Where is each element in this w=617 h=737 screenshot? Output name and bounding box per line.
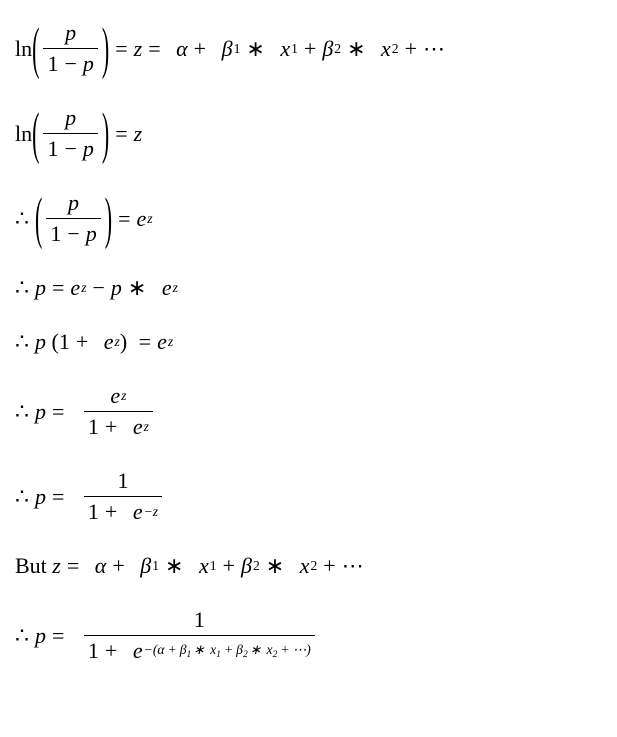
times-star: ∗: [165, 553, 183, 579]
var-e: e: [137, 206, 147, 232]
fraction: ez 1 + ez: [84, 383, 153, 440]
denominator: 1 + e−z: [84, 496, 162, 525]
times-star: ∗: [266, 553, 284, 579]
subscript-2: 2: [392, 41, 399, 57]
plus-sign: +: [405, 36, 417, 62]
fraction: p 1 − p: [43, 105, 97, 162]
therefore-symbol: ∴: [15, 623, 29, 649]
var-p: p: [35, 623, 46, 649]
paren-group: ( p 1 − p ): [35, 190, 112, 247]
equals-sign: =: [118, 206, 130, 232]
subscript-1: 1: [234, 41, 241, 57]
var-e: e: [104, 329, 114, 355]
ellipsis: ⋯: [423, 36, 445, 62]
alpha: α: [95, 553, 107, 579]
var-x: x: [381, 36, 391, 62]
equation-line-1: ln ( p 1 − p ) = z = α + β1 ∗ x1 + β2 ∗ …: [15, 20, 602, 77]
var-e: e: [162, 275, 172, 301]
ln-fn: ln: [15, 36, 32, 62]
equals-sign: =: [139, 329, 151, 355]
times-star: ∗: [246, 36, 264, 62]
equals-sign: =: [52, 484, 64, 510]
var-z: z: [134, 121, 143, 147]
superscript-z: z: [81, 280, 86, 296]
left-paren: (: [52, 329, 59, 355]
plus-sign: +: [323, 553, 335, 579]
subscript-2: 2: [334, 41, 341, 57]
right-paren: ): [102, 15, 109, 83]
plus-sign: +: [112, 553, 124, 579]
fraction: p 1 − p: [46, 190, 100, 247]
superscript-neg-z: −z: [144, 504, 159, 520]
superscript-z: z: [147, 211, 152, 227]
var-p: p: [35, 275, 46, 301]
denominator: 1 − p: [43, 48, 97, 77]
paren-group: ( p 1 − p ): [32, 20, 109, 77]
beta: β: [140, 553, 151, 579]
beta: β: [322, 36, 333, 62]
numerator: p: [61, 20, 80, 48]
var-x: x: [280, 36, 290, 62]
paren-group: ( p 1 − p ): [32, 105, 109, 162]
right-paren: ): [120, 329, 127, 355]
denominator: 1 + ez: [84, 411, 153, 440]
subscript-1: 1: [291, 41, 298, 57]
equals-sign: =: [115, 121, 127, 147]
therefore-symbol: ∴: [15, 399, 29, 425]
var-z: z: [134, 36, 143, 62]
plus-sign: +: [223, 553, 235, 579]
therefore-symbol: ∴: [15, 484, 29, 510]
var-x: x: [199, 553, 209, 579]
equals-sign: =: [52, 275, 64, 301]
var-p: p: [35, 329, 46, 355]
var-p: p: [35, 399, 46, 425]
plus-sign: +: [194, 36, 206, 62]
var-z: z: [52, 553, 61, 579]
var-p: p: [111, 275, 122, 301]
equation-line-3: ∴ ( p 1 − p ) = ez: [15, 190, 602, 247]
fraction: 1 1 + e−z: [84, 468, 162, 525]
numerator: 1: [114, 468, 133, 496]
therefore-symbol: ∴: [15, 206, 29, 232]
equals-sign: =: [52, 399, 64, 425]
ellipsis: ⋯: [342, 553, 364, 579]
therefore-symbol: ∴: [15, 329, 29, 355]
equals-sign: =: [148, 36, 160, 62]
equation-line-5: ∴ p ( 1 + ez ) = ez: [15, 329, 602, 355]
equation-line-8: But z = α + β1 ∗ x1 + β2 ∗ x2 + ⋯: [15, 553, 602, 579]
superscript-exponent: −(α+β1∗ x1+β2∗ x2+⋯): [144, 642, 311, 660]
times-star: ∗: [347, 36, 365, 62]
equation-line-7: ∴ p = 1 1 + e−z: [15, 468, 602, 525]
equation-line-6: ∴ p = ez 1 + ez: [15, 383, 602, 440]
fraction: 1 1 + e −(α+β1∗ x1+β2∗ x2+⋯): [84, 607, 315, 664]
equation-line-2: ln ( p 1 − p ) = z: [15, 105, 602, 162]
var-e: e: [70, 275, 80, 301]
equals-sign: =: [115, 36, 127, 62]
beta: β: [241, 553, 252, 579]
left-paren: (: [32, 15, 39, 83]
plus-sign: +: [304, 36, 316, 62]
equals-sign: =: [52, 623, 64, 649]
numerator: ez: [106, 383, 130, 411]
equation-line-9: ∴ p = 1 1 + e −(α+β1∗ x1+β2∗ x2+⋯): [15, 607, 602, 664]
but-text: But: [15, 553, 47, 579]
fraction: p 1 − p: [43, 20, 97, 77]
therefore-symbol: ∴: [15, 275, 29, 301]
superscript-z: z: [168, 334, 173, 350]
equals-sign: =: [67, 553, 79, 579]
alpha: α: [176, 36, 188, 62]
plus-sign: +: [76, 329, 88, 355]
times-star: ∗: [128, 275, 146, 301]
var-e: e: [157, 329, 167, 355]
ln-fn: ln: [15, 121, 32, 147]
denominator: 1 + e −(α+β1∗ x1+β2∗ x2+⋯): [84, 635, 315, 664]
var-p: p: [35, 484, 46, 510]
var-x: x: [300, 553, 310, 579]
superscript-z: z: [173, 280, 178, 296]
numerator: 1: [190, 607, 209, 635]
minus-sign: −: [93, 275, 105, 301]
equation-line-4: ∴ p = ez − p ∗ ez: [15, 275, 602, 301]
beta: β: [222, 36, 233, 62]
